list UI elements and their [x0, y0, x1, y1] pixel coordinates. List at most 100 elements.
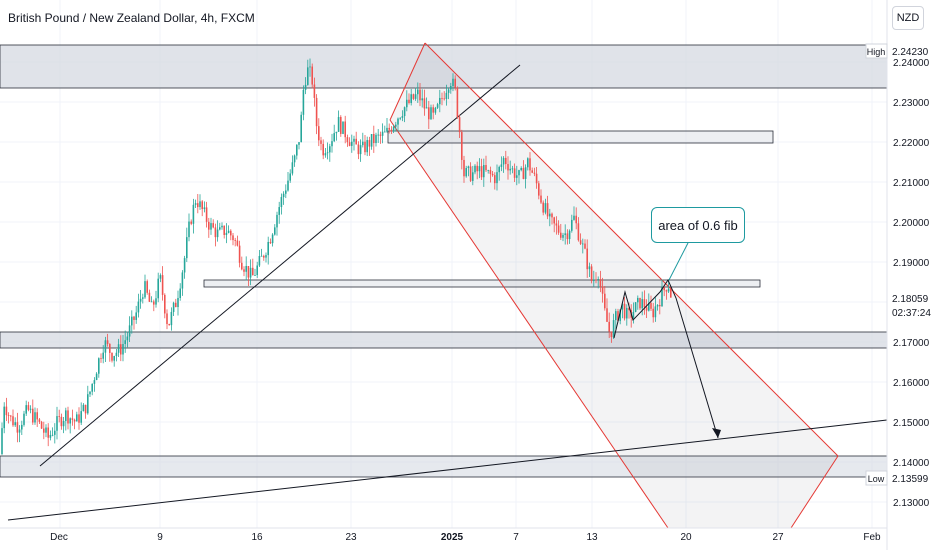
- candle-body: [318, 126, 320, 141]
- candle-body: [10, 415, 12, 417]
- candle-body: [461, 132, 463, 160]
- candle-body: [612, 320, 615, 338]
- candle-body: [216, 229, 219, 238]
- candle-body: [582, 243, 584, 245]
- price-projection[interactable]: [613, 242, 721, 439]
- channel-top-edge: [389, 42, 426, 121]
- candle-body: [384, 131, 386, 133]
- candle-body: [82, 404, 85, 412]
- candle-body: [348, 142, 351, 146]
- candle-body: [113, 356, 115, 361]
- candle-body: [265, 255, 267, 258]
- candle-body: [362, 141, 364, 146]
- candle-body: [406, 99, 408, 108]
- candle-body: [447, 89, 450, 93]
- support-zone: [0, 331, 888, 349]
- candle-body: [234, 240, 236, 241]
- candle-body: [408, 99, 410, 103]
- price-axis[interactable]: 2.24000 2.23000 2.22000 2.21000 2.20000 2.190…: [865, 0, 932, 550]
- x-tick-23: 23: [345, 532, 357, 543]
- candle-body: [304, 84, 307, 90]
- candle-body: [518, 170, 520, 176]
- candle-body: [542, 202, 544, 213]
- candle-body: [610, 331, 613, 338]
- y-tick-label: 2.20000: [893, 218, 930, 229]
- candle-body: [71, 418, 74, 420]
- candle-body: [509, 168, 511, 171]
- candle-body: [139, 298, 142, 302]
- candle-body: [553, 217, 555, 224]
- candle-body: [62, 420, 65, 427]
- candle-body: [472, 172, 474, 181]
- candle-body: [445, 92, 448, 99]
- candle-body: [296, 144, 298, 156]
- fib-annotation[interactable]: area of 0.6 fib: [651, 207, 745, 243]
- candle-body: [197, 203, 199, 208]
- candle-body: [78, 414, 80, 423]
- candle-body: [148, 292, 151, 302]
- x-tick-20: 20: [680, 532, 692, 543]
- candle-body: [529, 158, 531, 171]
- candle-body: [665, 290, 668, 292]
- candle-body: [243, 269, 245, 272]
- candle-body: [623, 303, 626, 319]
- candle-body: [254, 275, 256, 276]
- candle-body: [256, 265, 258, 276]
- candle-body: [454, 78, 456, 88]
- candle-body: [16, 422, 19, 433]
- long-term-trendline: [7, 419, 888, 521]
- candle-body: [45, 427, 47, 433]
- candle-body: [584, 243, 586, 249]
- candle-body: [236, 240, 239, 246]
- candle-body: [120, 344, 122, 355]
- candle-body: [474, 165, 476, 173]
- candle-body: [27, 405, 30, 410]
- candle-body: [364, 141, 366, 153]
- candle-body: [650, 303, 652, 309]
- candle-body: [157, 278, 159, 299]
- candle-body: [494, 175, 496, 184]
- high-value-tag: [889, 44, 932, 58]
- candle-body: [639, 297, 641, 309]
- candle-body: [386, 127, 388, 132]
- support-resistance-zones[interactable]: [0, 44, 888, 478]
- candle-body: [544, 203, 547, 213]
- candle-body: [203, 207, 206, 210]
- candle-body: [56, 416, 58, 431]
- candle-body: [285, 190, 287, 194]
- currency-button[interactable]: NZD: [892, 6, 924, 30]
- candle-body: [247, 265, 250, 278]
- candle-body: [452, 78, 454, 87]
- time-axis[interactable]: Dec 9 16 23 2025 7 13 20 27 Feb: [0, 527, 887, 543]
- candle-body: [496, 172, 498, 184]
- candle-body: [667, 288, 670, 292]
- descending-channel[interactable]: [389, 42, 839, 529]
- y-tick-label: 2.15000: [893, 418, 930, 429]
- candle-body: [555, 223, 558, 226]
- candle-body: [439, 97, 441, 105]
- candle-body: [320, 140, 322, 144]
- candle-body: [175, 302, 177, 308]
- candle-body: [577, 223, 580, 241]
- candle-body: [40, 421, 43, 429]
- y-tick-label: 2.13000: [893, 498, 930, 509]
- candle-body: [522, 168, 525, 179]
- candle-body: [377, 134, 379, 136]
- candle-body: [597, 279, 599, 280]
- low-value: 2.13599: [892, 474, 929, 485]
- candle-body: [109, 343, 111, 353]
- candle-body: [36, 412, 38, 420]
- candle-body: [25, 405, 27, 414]
- trendlines[interactable]: [7, 64, 888, 521]
- candle-body: [373, 134, 375, 144]
- candle-body: [546, 203, 549, 217]
- candle-body: [38, 419, 41, 422]
- candle-body: [467, 166, 470, 169]
- channel-upper-line: [424, 42, 839, 457]
- candle-body: [260, 255, 263, 257]
- candle-body: [443, 98, 445, 100]
- candle-body: [3, 406, 5, 429]
- candle-body: [93, 380, 96, 384]
- candle-body: [168, 323, 170, 326]
